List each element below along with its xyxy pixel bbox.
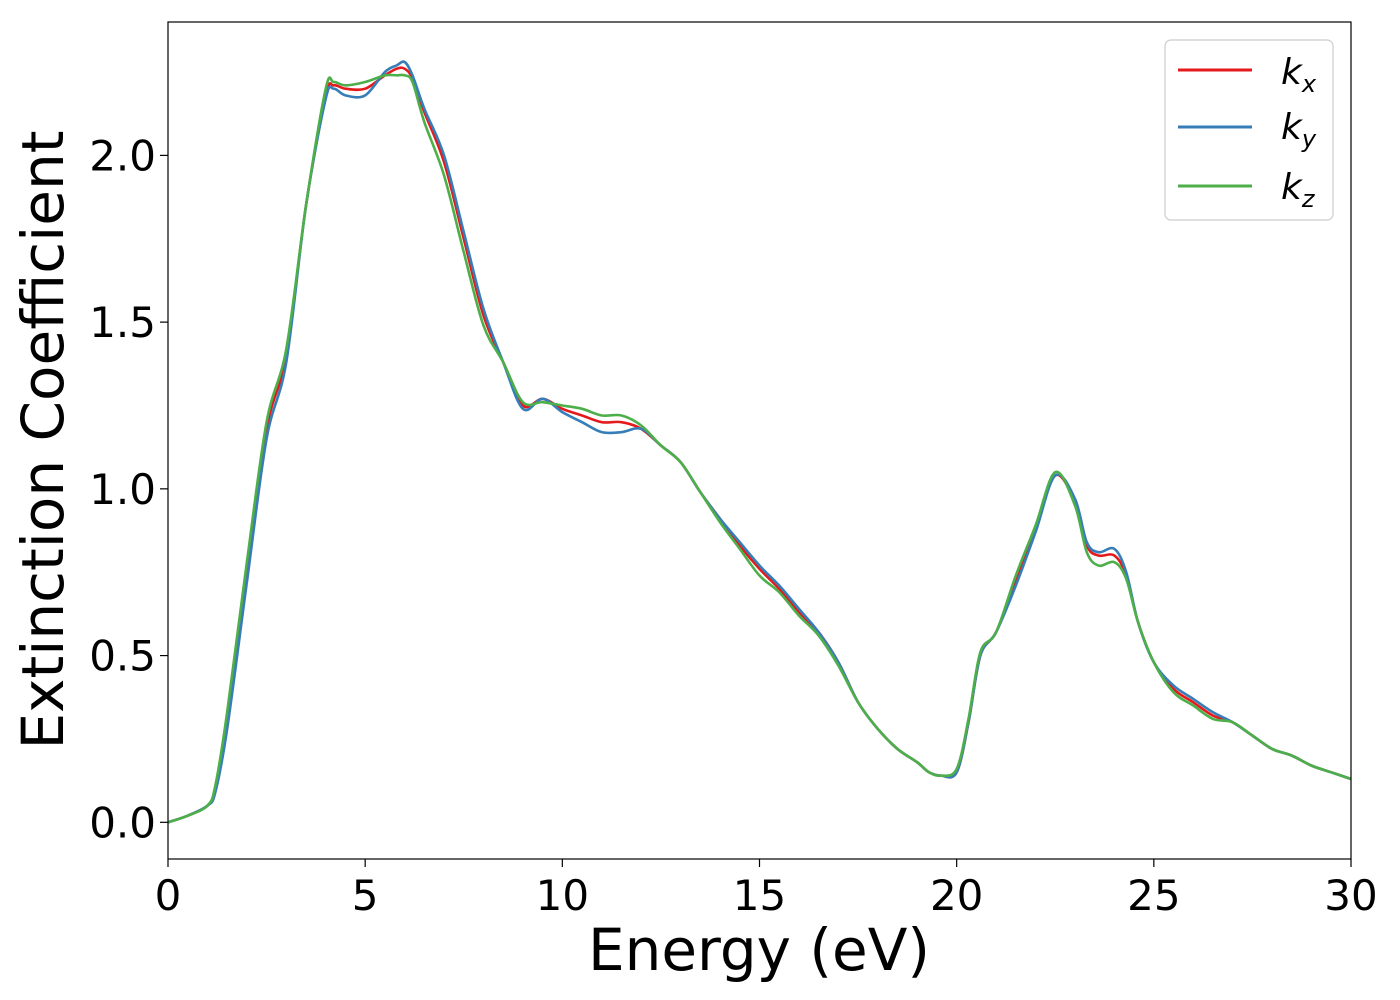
x-axis-label: Energy (eV) xyxy=(588,916,930,984)
series-line-kz xyxy=(167,73,1352,824)
series-line-ky xyxy=(167,60,1352,824)
x-tick-label: 25 xyxy=(1127,871,1180,920)
legend-label-kx: kx xyxy=(1281,52,1317,98)
legend-entry-ky: ky xyxy=(1178,107,1317,153)
x-tick-label: 5 xyxy=(352,871,379,920)
legend-label-kz: kz xyxy=(1281,167,1316,213)
y-axis-label: Extinction Coefficient xyxy=(9,131,77,750)
y-tick-label: 0.5 xyxy=(89,632,156,681)
legend-entry-kz: kz xyxy=(1178,167,1316,213)
y-tick-label: 0.0 xyxy=(89,798,156,847)
series-layer xyxy=(167,60,1352,824)
x-tick-label: 10 xyxy=(536,871,589,920)
y-axis: 0.0 0.5 1.0 1.5 2.0 xyxy=(89,131,168,847)
x-tick-label: 0 xyxy=(155,871,182,920)
x-tick-label: 30 xyxy=(1324,871,1377,920)
y-tick-label: 1.0 xyxy=(89,465,156,514)
x-axis: 0 5 10 15 20 25 30 xyxy=(155,859,1378,920)
x-tick-label: 15 xyxy=(733,871,786,920)
x-tick-label: 20 xyxy=(930,871,983,920)
y-tick-label: 2.0 xyxy=(89,131,156,180)
legend: kx ky kz xyxy=(1164,39,1334,221)
legend-label-ky: ky xyxy=(1281,107,1317,153)
legend-entry-kx: kx xyxy=(1178,52,1317,98)
legend-box xyxy=(1164,39,1334,221)
y-tick-label: 1.5 xyxy=(89,298,156,347)
